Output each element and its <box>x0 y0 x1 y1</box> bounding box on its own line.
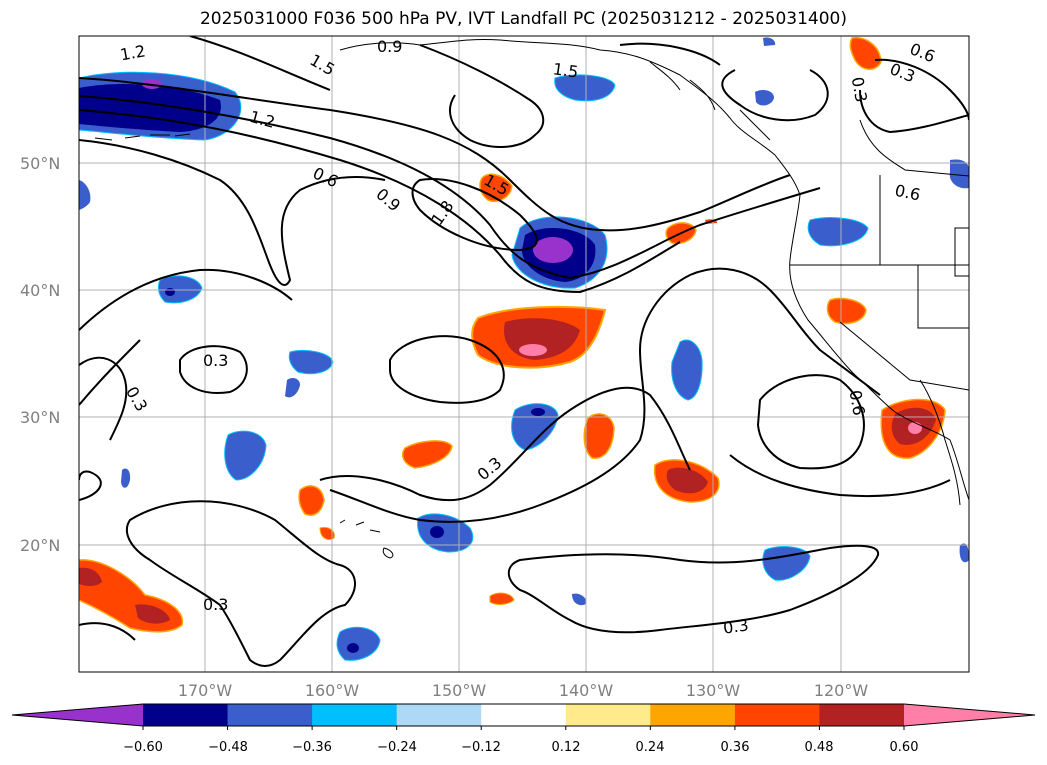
lat-label: 30°N <box>20 408 60 427</box>
colorbar-tick-label: 0.24 <box>636 740 665 755</box>
lat-label: 20°N <box>20 536 60 555</box>
colorbar-tick-label: −0.60 <box>123 740 163 755</box>
lon-label: 140°W <box>559 681 614 700</box>
colorbar-tick-label: −0.36 <box>292 740 332 755</box>
colorbar-segment <box>565 704 651 726</box>
lat-labels: 50°N 40°N 30°N 20°N <box>20 154 60 555</box>
contour-label: 1.5 <box>552 59 580 81</box>
contour-label: 0.6 <box>846 389 869 417</box>
contour-label: 1.2 <box>119 41 147 64</box>
colorbar-tick-label: −0.24 <box>377 740 417 755</box>
positive-pc-shading <box>79 37 946 633</box>
contour-label: 0.9 <box>377 37 402 56</box>
colorbar-tick-label: 0.48 <box>805 740 834 755</box>
lat-label: 40°N <box>20 281 60 300</box>
contour-label: 0.6 <box>893 181 922 205</box>
pv-contours <box>79 36 969 667</box>
colorbar-segment <box>481 704 567 726</box>
map-area: 1.2 0.9 1.5 1.5 0.6 0.3 0.3 1.2 0.6 0.9 … <box>79 36 969 672</box>
colorbar-tick-label: −0.12 <box>461 740 501 755</box>
colorbar-extend-max <box>904 704 1035 726</box>
coastlines <box>94 38 969 559</box>
contour-label: 0.3 <box>848 75 871 103</box>
colorbar-extend-min <box>12 704 143 726</box>
lon-label: 150°W <box>432 681 487 700</box>
contour-label: 0.3 <box>722 615 750 637</box>
lon-label: 160°W <box>305 681 360 700</box>
colorbar-ticks: −0.60 −0.48 −0.36 −0.24 −0.12 0.12 0.24 … <box>123 740 918 755</box>
colorbar-segment <box>396 704 482 726</box>
colorbar-segment <box>650 704 736 726</box>
colorbar <box>11 703 1036 730</box>
colorbar-tick-label: −0.48 <box>208 740 248 755</box>
colorbar-segment <box>819 704 905 726</box>
colorbar-tick-label: 0.12 <box>552 740 581 755</box>
lon-label: 170°W <box>178 681 233 700</box>
contour-label: 0.3 <box>203 351 228 370</box>
gridlines <box>79 36 969 672</box>
map-title: 2025031000 F036 500 hPa PV, IVT Landfall… <box>199 9 847 29</box>
colorbar-segment <box>312 704 398 726</box>
colorbar-tick-label: 0.36 <box>721 740 750 755</box>
colorbar-tick-label: 0.60 <box>890 740 919 755</box>
map-frame <box>78 35 970 673</box>
lon-label: 120°W <box>814 681 869 700</box>
lat-label: 50°N <box>20 154 60 173</box>
colorbar-segment <box>734 704 820 726</box>
contour-label: 0.3 <box>203 595 228 614</box>
colorbar-segment <box>143 704 229 726</box>
lon-label: 130°W <box>686 681 741 700</box>
colorbar-segment <box>227 704 313 726</box>
lon-labels: 170°W 160°W 150°W 140°W 130°W 120°W <box>178 681 869 700</box>
